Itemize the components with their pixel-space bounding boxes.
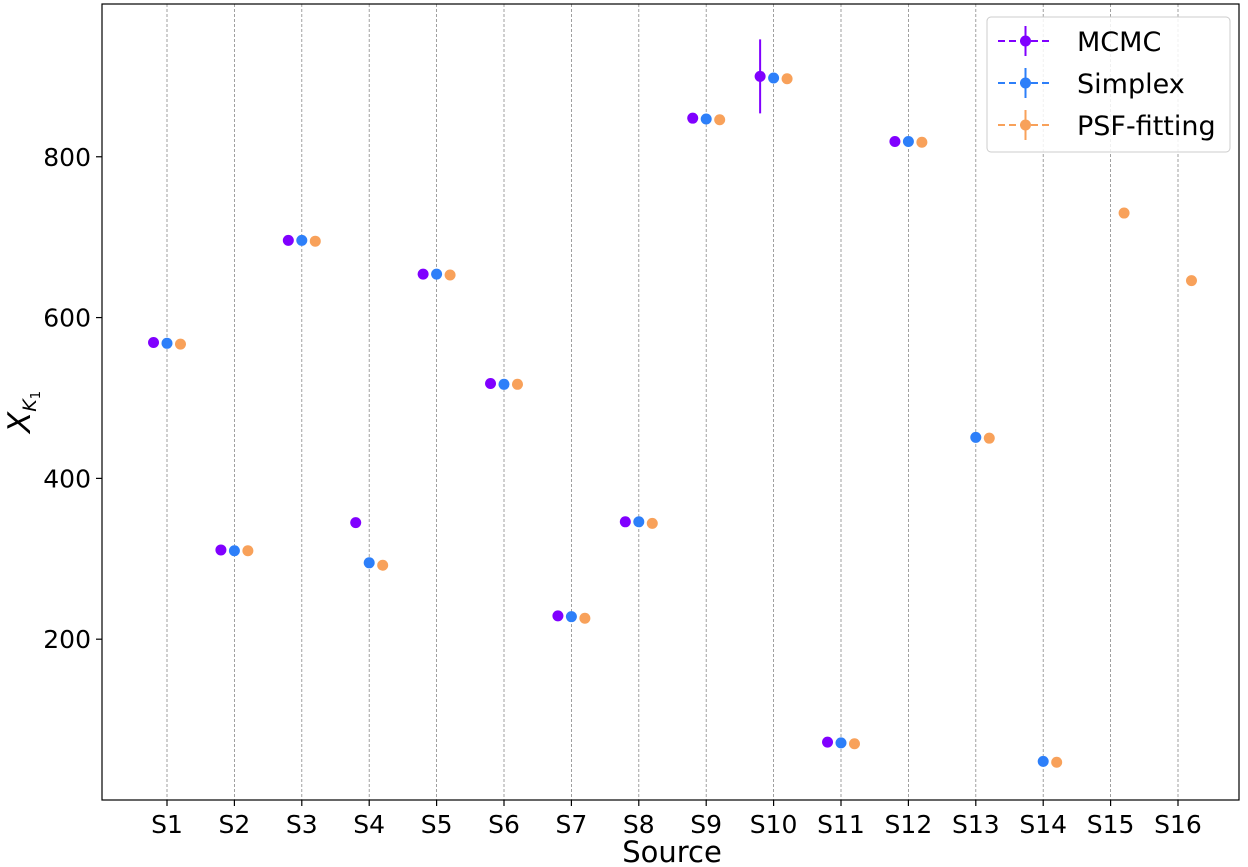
x-tick-label-S14: S14 <box>1019 810 1067 839</box>
x-tick-label-S10: S10 <box>750 810 798 839</box>
point-simplex-S8 <box>633 516 645 528</box>
svg-text:XK1: XK1 <box>2 391 44 435</box>
legend-label-simplex: Simplex <box>1077 69 1185 100</box>
point-psf-fitting-S1 <box>174 338 186 350</box>
point-mcmc-S4 <box>350 517 362 529</box>
x-tick-label-S7: S7 <box>556 810 588 839</box>
legend-label-mcmc: MCMC <box>1077 27 1161 58</box>
point-psf-fitting-S7 <box>579 612 591 624</box>
x-tick-label-S8: S8 <box>623 810 655 839</box>
point-simplex-S7 <box>565 611 577 623</box>
point-simplex-S9 <box>700 113 712 125</box>
legend-marker-psf-fitting <box>1020 119 1031 131</box>
point-simplex-S14 <box>1037 755 1049 767</box>
point-simplex-S12 <box>902 135 914 147</box>
point-psf-fitting-S8 <box>646 517 658 529</box>
y-axis: 200 400 600 800 <box>43 143 102 654</box>
x-tick-label-S6: S6 <box>488 810 520 839</box>
y-axis-label-sub: K <box>19 398 41 412</box>
point-mcmc-S2 <box>215 544 227 556</box>
point-psf-fitting-S2 <box>242 545 254 557</box>
point-mcmc-S3 <box>282 234 294 246</box>
point-psf-fitting-S10 <box>781 73 793 85</box>
point-psf-fitting-S14 <box>1051 756 1063 768</box>
point-simplex-S4 <box>363 557 375 569</box>
point-mcmc-S8 <box>619 516 631 528</box>
data-points <box>148 39 1197 768</box>
legend-marker-simplex <box>1020 77 1031 89</box>
point-simplex-S11 <box>835 737 847 749</box>
y-tick-label-400: 400 <box>43 464 91 493</box>
point-simplex-S5 <box>431 268 443 280</box>
point-psf-fitting-S9 <box>714 114 726 126</box>
x-tick-label-S1: S1 <box>151 810 183 839</box>
legend-box <box>986 16 1231 153</box>
legend-marker-mcmc <box>1020 35 1031 47</box>
x-tick-label-S3: S3 <box>286 810 318 839</box>
point-psf-fitting-S15 <box>1118 207 1130 219</box>
y-tick-label-800: 800 <box>43 143 91 172</box>
plot-frame <box>101 3 1240 801</box>
point-psf-fitting-S6 <box>511 378 523 390</box>
x-axis: S1 S2 S3 S4 S5 S6 S7 S8 S9 S10 S11 S12 S13 S14 S15 S16 <box>151 800 1202 839</box>
legend: MCMC Simplex PSF-fitting <box>986 16 1231 153</box>
point-psf-fitting-S11 <box>848 738 860 750</box>
x-tick-label-S4: S4 <box>353 810 385 839</box>
point-psf-fitting-S12 <box>916 136 928 148</box>
point-psf-fitting-S16 <box>1185 275 1197 287</box>
x-tick-label-S15: S15 <box>1087 810 1135 839</box>
point-simplex-S1 <box>161 337 173 349</box>
point-mcmc-S1 <box>148 337 160 349</box>
y-axis-label-base: X <box>2 411 38 435</box>
y-tick-label-600: 600 <box>43 304 91 333</box>
point-simplex-S2 <box>228 545 240 557</box>
point-mcmc-S12 <box>889 135 901 147</box>
point-mcmc-S9 <box>687 112 699 124</box>
y-axis-label-subsub: 1 <box>29 391 44 399</box>
point-simplex-S6 <box>498 378 510 390</box>
point-simplex-S10 <box>768 72 780 84</box>
x-tick-label-S9: S9 <box>690 810 722 839</box>
point-mcmc-S11 <box>822 736 834 748</box>
y-tick-label-200: 200 <box>43 625 91 654</box>
point-mcmc-S5 <box>417 268 429 280</box>
point-mcmc-S10 <box>754 70 766 82</box>
x-tick-label-S13: S13 <box>952 810 1000 839</box>
point-mcmc-S6 <box>485 378 497 390</box>
point-mcmc-S7 <box>552 610 564 622</box>
x-tick-label-S5: S5 <box>421 810 453 839</box>
x-tick-label-S12: S12 <box>885 810 933 839</box>
y-axis-label: XK1 <box>2 391 44 435</box>
x-tick-label-S2: S2 <box>219 810 251 839</box>
point-psf-fitting-S5 <box>444 269 456 281</box>
x-axis-label: Source <box>622 835 722 867</box>
point-simplex-S13 <box>970 431 982 443</box>
point-simplex-S3 <box>296 234 308 246</box>
point-psf-fitting-S13 <box>983 432 995 444</box>
legend-label-psf-fitting: PSF-fitting <box>1077 111 1216 142</box>
x-tick-label-S16: S16 <box>1154 810 1202 839</box>
point-psf-fitting-S4 <box>377 559 389 571</box>
x-tick-label-S11: S11 <box>817 810 865 839</box>
point-psf-fitting-S3 <box>309 235 321 247</box>
